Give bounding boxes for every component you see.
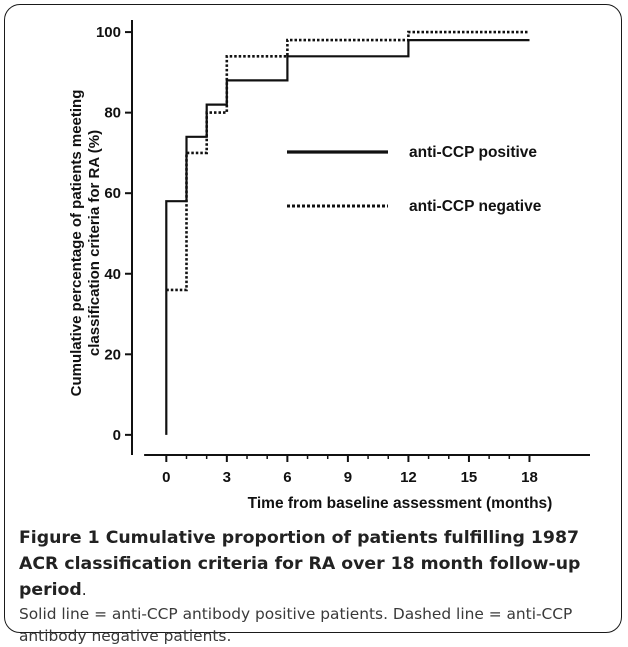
caption-title: Figure 1 Cumulative proportion of patien…: [19, 528, 581, 600]
y-tick-label: 20: [104, 346, 121, 363]
figure-caption: Figure 1 Cumulative proportion of patien…: [19, 525, 614, 647]
series-line-anti-ccp-negative: [166, 30, 530, 292]
caption-title-period: .: [81, 581, 87, 599]
y-tick-label: 40: [104, 266, 121, 283]
y-tick-label: 0: [113, 427, 121, 444]
y-axis-title: Cumulative percentage of patients meetin…: [68, 90, 103, 397]
legend-label-positive: anti-CCP positive: [409, 144, 537, 161]
x-tick-label: 15: [461, 469, 478, 486]
series-line-anti-ccp-positive: [165, 38, 530, 435]
axes: [131, 20, 590, 456]
figure-frame: [4, 4, 622, 633]
x-ticks: 0 3 6 9 12 15 18: [162, 455, 538, 486]
x-tick-label: 12: [400, 469, 417, 486]
y-axis-title-line-1: Cumulative percentage of patients meetin…: [68, 90, 85, 397]
x-tick-label: 6: [283, 469, 291, 486]
y-tick-label: 100: [96, 24, 121, 41]
y-ticks: 0 20 40 60 80 100: [96, 24, 132, 444]
legend: anti-CCP positive anti-CCP negative: [287, 144, 542, 215]
series-layer: [165, 30, 530, 435]
x-tick-label: 9: [344, 469, 352, 486]
legend-label-negative: anti-CCP negative: [409, 198, 542, 215]
cumulative-proportion-chart: Cumulative percentage of patients meetin…: [68, 20, 590, 512]
x-tick-label: 0: [162, 469, 170, 486]
y-axis-title-line-2: classification criteria for RA (%): [86, 130, 103, 356]
y-tick-label: 80: [104, 105, 121, 122]
x-tick-label: 3: [223, 469, 231, 486]
caption-body: Solid line = anti-CCP antibody positive …: [19, 605, 573, 645]
x-tick-label: 18: [521, 469, 538, 486]
x-axis-title: Time from baseline assessment (months): [248, 495, 553, 512]
y-tick-label: 60: [104, 185, 121, 202]
